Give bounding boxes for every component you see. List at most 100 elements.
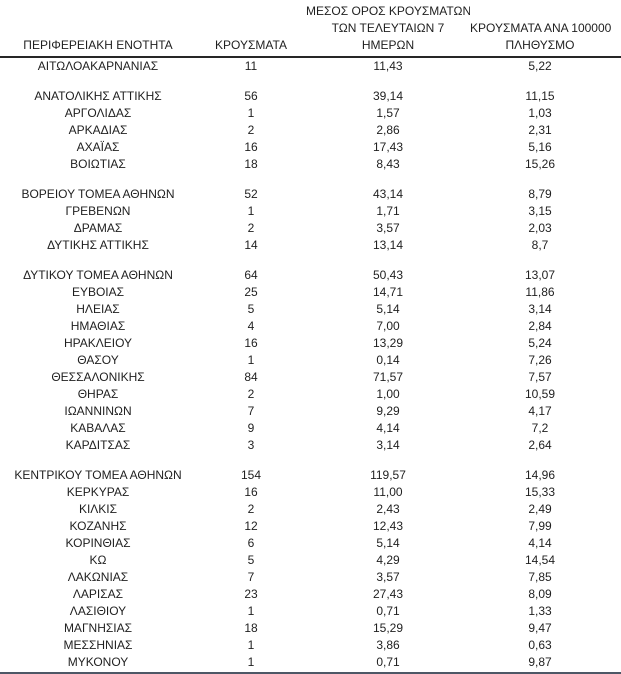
table-row: ΛΑΣΙΘΙΟΥ 1 0,71 1,33 [0, 603, 621, 620]
cell-per100k: 4,14 [528, 536, 552, 550]
table-body: ΑΙΤΩΛΟΑΚΑΡΝΑΝΙΑΣ 11 11,43 5,22 ΑΝΑΤΟΛΙΚΗΣ ΑΤ… [0, 58, 621, 671]
cell-per100k: 11,86 [525, 285, 555, 299]
cell-region: ΑΝΑΤΟΛΙΚΗΣ ΑΤΤΙΚΗΣ [34, 89, 162, 103]
region-group: ΚΕΝΤΡΙΚΟΥ ΤΟΜΕΑ ΑΘΗΝΩΝ 154 119,57 14,96 ΚΕΡΚ… [0, 467, 621, 671]
cell-region: ΚΩ [89, 553, 107, 567]
cell-region: ΔΡΑΜΑΣ [73, 221, 123, 235]
cell-avg7: 0,71 [376, 604, 400, 618]
cell-avg7: 7,00 [376, 319, 400, 333]
cell-cases: 7 [247, 404, 255, 418]
cell-region: ΛΑΡΙΣΑΣ [72, 587, 124, 601]
table-row: ΗΜΑΘΙΑΣ 4 7,00 2,84 [0, 318, 621, 335]
cell-region: ΘΕΣΣΑΛΟΝΙΚΗΣ [51, 370, 145, 384]
cell-per100k: 7,26 [528, 353, 552, 367]
cell-cases: 1 [247, 604, 255, 618]
cell-cases: 1 [247, 638, 255, 652]
cell-region: ΒΟΙΩΤΙΑΣ [70, 157, 126, 171]
cell-per100k: 0,63 [528, 638, 552, 652]
header-per100k-line1: ΚΡΟΥΣΜΑΤΑ ΑΝΑ 100000 [470, 21, 612, 35]
table-row: ΛΑΡΙΣΑΣ 23 27,43 8,09 [0, 586, 621, 603]
cell-avg7: 12,43 [372, 519, 404, 533]
table-row: ΚΑΒΑΛΑΣ 9 4,14 7,2 [0, 420, 621, 437]
table-row: ΚΩ 5 4,29 14,54 [0, 552, 621, 569]
table-row: ΔΥΤΙΚΟΥ ΤΟΜΕΑ ΑΘΗΝΩΝ 64 50,43 13,07 [0, 267, 621, 284]
cell-per100k: 14,96 [524, 468, 556, 482]
cell-avg7: 5,14 [376, 536, 400, 550]
cell-region: ΘΑΣΟΥ [77, 353, 119, 367]
cell-per100k: 1,03 [528, 106, 552, 120]
cell-cases: 1 [247, 204, 255, 218]
header-cases-column: ΚΡΟΥΣΜΑΤΑ [215, 38, 287, 52]
cell-region: ΜΑΓΝΗΣΙΑΣ [63, 621, 133, 635]
cell-per100k: 7,85 [528, 570, 552, 584]
cell-per100k: 2,31 [528, 123, 552, 137]
cell-cases: 16 [244, 140, 258, 154]
cell-avg7: 27,43 [372, 587, 404, 601]
cell-region: ΙΩΑΝΝΙΝΩΝ [64, 404, 132, 418]
cell-region: ΛΑΣΙΘΙΟΥ [69, 604, 127, 618]
cell-region: ΚΙΛΚΙΣ [78, 502, 118, 516]
cell-cases: 64 [244, 268, 258, 282]
region-group: ΑΝΑΤΟΛΙΚΗΣ ΑΤΤΙΚΗΣ 56 39,14 11,15 ΑΡΓΟΛΙΔΑΣ 1… [0, 88, 621, 173]
cell-avg7: 13,29 [372, 336, 404, 350]
cell-per100k: 2,64 [528, 438, 552, 452]
cell-per100k: 5,16 [528, 140, 552, 154]
cell-cases: 1 [247, 353, 255, 367]
cell-cases: 56 [244, 89, 258, 103]
cell-avg7: 11,00 [373, 485, 403, 499]
cell-region: ΚΑΒΑΛΑΣ [70, 421, 126, 435]
cell-avg7: 3,57 [376, 570, 400, 584]
cell-region: ΚΕΝΤΡΙΚΟΥ ΤΟΜΕΑ ΑΘΗΝΩΝ [14, 468, 182, 482]
region-group: ΒΟΡΕΙΟΥ ΤΟΜΕΑ ΑΘΗΝΩΝ 52 43,14 8,79 ΓΡΕΒΕΝΩΝ 1… [0, 186, 621, 254]
cell-avg7: 0,14 [376, 353, 400, 367]
table-row: ΑΙΤΩΛΟΑΚΑΡΝΑΝΙΑΣ 11 11,43 5,22 [0, 58, 621, 75]
cell-cases: 16 [244, 336, 258, 350]
cell-avg7: 11,43 [373, 59, 403, 73]
header-per100k-column: ΚΡΟΥΣΜΑΤΑ ΑΝΑ 100000 ΠΛΗΘΥΣΜΟ [470, 20, 621, 54]
cell-region: ΚΟΖΑΝΗΣ [69, 519, 127, 533]
cell-avg7: 3,86 [376, 638, 400, 652]
cell-cases: 3 [247, 438, 255, 452]
header-region-column: ΠΕΡΙΦΕΡΕΙΑΚΗ ΕΝΟΤΗΤΑ [23, 38, 173, 52]
table-row: ΗΛΕΙΑΣ 5 5,14 3,14 [0, 301, 621, 318]
cell-per100k: 13,07 [524, 268, 556, 282]
cell-avg7: 71,57 [372, 370, 404, 384]
table-row: ΜΥΚΟΝΟΥ 1 0,71 9,87 [0, 654, 621, 671]
cell-region: ΚΕΡΚΥΡΑΣ [66, 485, 130, 499]
table-row: ΚΑΡΔΙΤΣΑΣ 3 3,14 2,64 [0, 437, 621, 454]
cell-cases: 5 [247, 553, 255, 567]
cell-per100k: 3,15 [528, 204, 552, 218]
cell-cases: 2 [247, 123, 255, 137]
cell-avg7: 3,14 [376, 438, 400, 452]
cell-cases: 9 [247, 421, 255, 435]
cell-per100k: 1,33 [528, 604, 552, 618]
table-row: ΘΑΣΟΥ 1 0,14 7,26 [0, 352, 621, 369]
cell-region: ΚΟΡΙΝΘΙΑΣ [65, 536, 131, 550]
cell-per100k: 3,14 [528, 302, 552, 316]
cell-region: ΔΥΤΙΚΗΣ ΑΤΤΙΚΗΣ [47, 238, 149, 252]
cell-avg7: 4,29 [376, 553, 400, 567]
table-row: ΙΩΑΝΝΙΝΩΝ 7 9,29 4,17 [0, 403, 621, 420]
cell-cases: 84 [244, 370, 258, 384]
cell-per100k: 7,2 [531, 421, 549, 435]
table-row: ΛΑΚΩΝΙΑΣ 7 3,57 7,85 [0, 569, 621, 586]
cell-per100k: 8,09 [528, 587, 552, 601]
cell-cases: 18 [244, 157, 258, 171]
cell-per100k: 2,49 [528, 502, 552, 516]
cell-region: ΜΥΚΟΝΟΥ [67, 655, 129, 669]
table-row: ΒΟΡΕΙΟΥ ΤΟΜΕΑ ΑΘΗΝΩΝ 52 43,14 8,79 [0, 186, 621, 203]
header-avg7-column: ΜΕΣΟΣ ΟΡΟΣ ΚΡΟΥΣΜΑΤΩΝ ΤΩΝ ΤΕΛΕΥΤΑΙΩΝ 7 Η… [306, 3, 470, 54]
table-row: ΘΗΡΑΣ 2 1,00 10,59 [0, 386, 621, 403]
cell-cases: 11 [244, 59, 258, 73]
cell-avg7: 14,71 [372, 285, 404, 299]
header-avg7-line2: ΤΩΝ ΤΕΛΕΥΤΑΙΩΝ 7 [331, 21, 445, 35]
cell-region: ΑΡΓΟΛΙΔΑΣ [64, 106, 132, 120]
cell-per100k: 5,24 [528, 336, 552, 350]
cell-avg7: 13,14 [372, 238, 404, 252]
cell-avg7: 119,57 [370, 468, 406, 482]
table-row: ΗΡΑΚΛΕΙΟΥ 16 13,29 5,24 [0, 335, 621, 352]
cell-per100k: 2,03 [528, 221, 552, 235]
cell-per100k: 14,54 [524, 553, 556, 567]
table-row: ΑΡΚΑΔΙΑΣ 2 2,86 2,31 [0, 122, 621, 139]
table-header: ΠΕΡΙΦΕΡΕΙΑΚΗ ΕΝΟΤΗΤΑ ΚΡΟΥΣΜΑΤΑ ΜΕΣΟΣ ΟΡΟ… [0, 0, 621, 58]
